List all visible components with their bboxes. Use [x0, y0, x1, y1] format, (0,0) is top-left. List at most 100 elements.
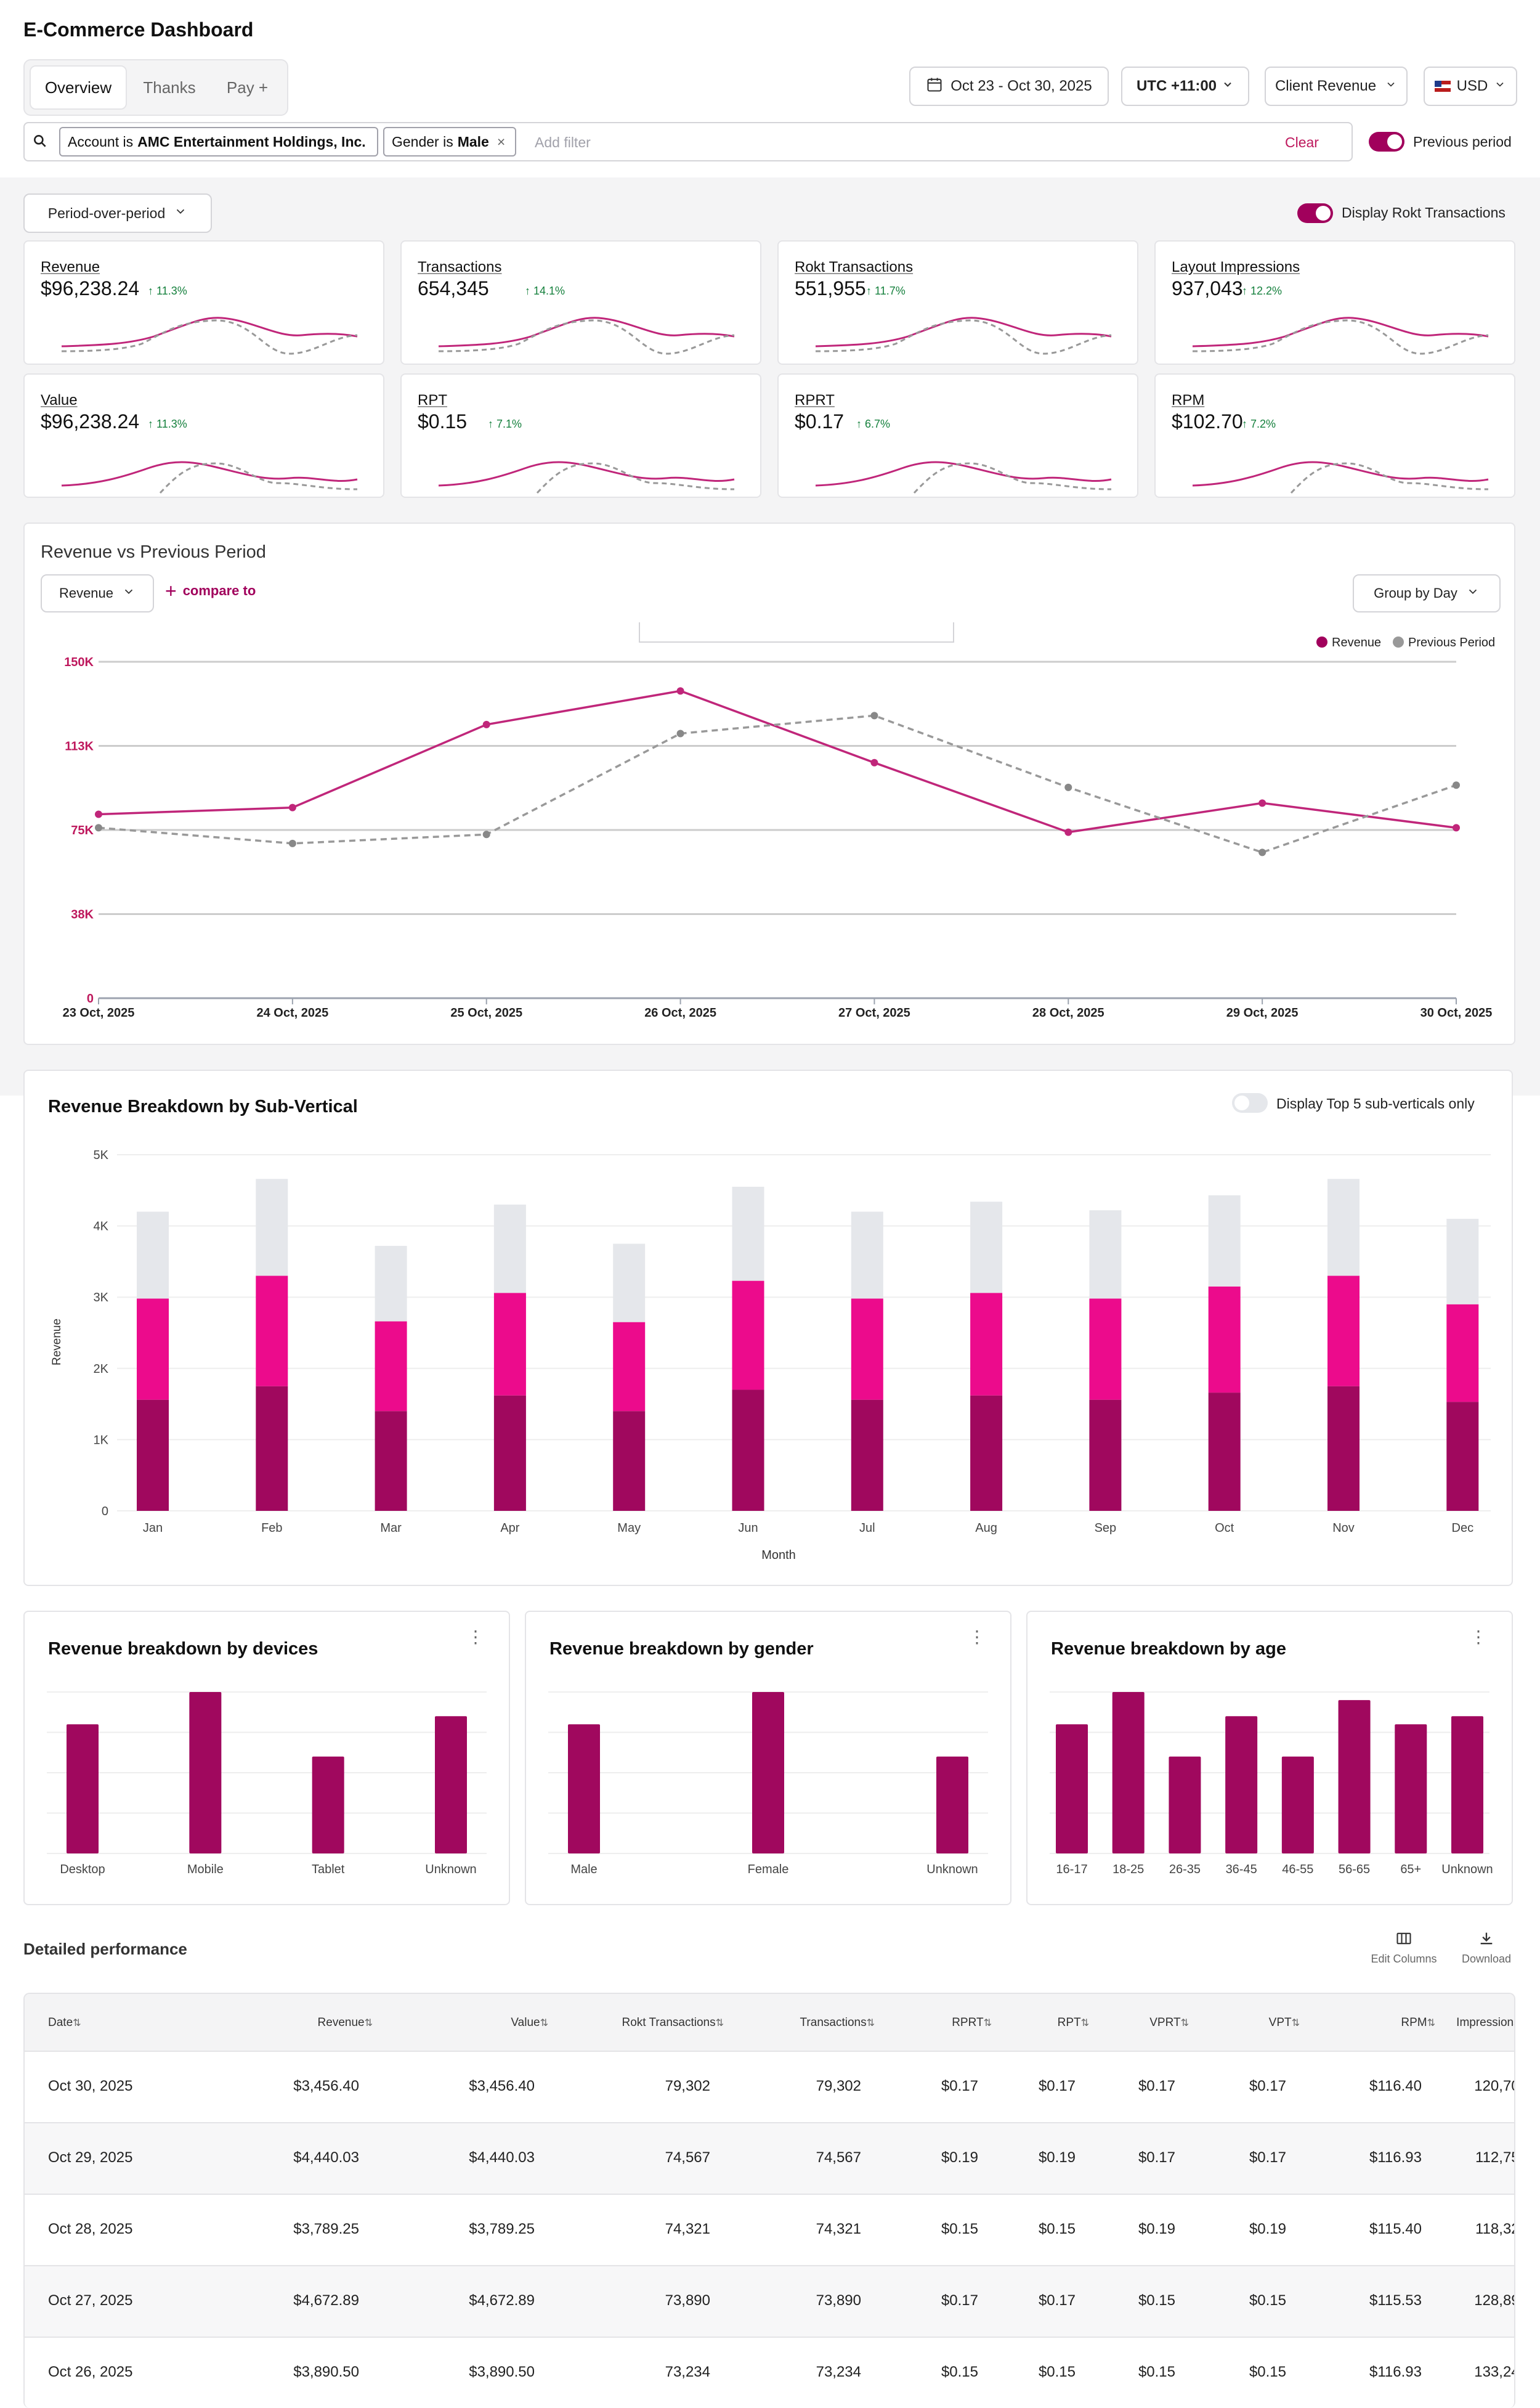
- column-header-rprt[interactable]: RPRT: [952, 1994, 992, 2052]
- kpi-value: $102.70: [1172, 410, 1243, 433]
- tab-overview[interactable]: Overview: [30, 65, 127, 110]
- kpi-delta: ↑ 7.1%: [488, 418, 522, 430]
- table-cell: $116.93: [1369, 2364, 1422, 2380]
- bar-segment: [613, 1411, 646, 1511]
- column-header-transactions[interactable]: Transactions: [800, 1994, 875, 2052]
- metric-select[interactable]: Client Revenue: [1265, 67, 1408, 106]
- kpi-card[interactable]: RPRT $0.17 ↑ 6.7%: [777, 373, 1138, 498]
- table-cell: $0.15: [1138, 2292, 1175, 2309]
- kpi-value: $0.15: [418, 410, 468, 433]
- column-header-date[interactable]: Date: [48, 1994, 81, 2052]
- x-tick-label: 36-45: [1226, 1863, 1257, 1876]
- kpi-value: 551,955: [795, 277, 866, 299]
- bar-segment: [137, 1211, 169, 1299]
- table-cell: $0.17: [941, 2292, 978, 2309]
- kpi-card[interactable]: Layout Impressions 937,043 ↑ 12.2%: [1154, 240, 1515, 365]
- display-rokt-toggle[interactable]: [1297, 203, 1333, 223]
- compare-to-button[interactable]: + compare to: [165, 580, 256, 602]
- table-row: Oct 29, 2025 $4,440.03 $4,440.03 74,567 74,5…: [25, 2123, 1514, 2195]
- top5-toggle[interactable]: [1232, 1093, 1268, 1113]
- filter-bar[interactable]: [23, 122, 1353, 161]
- add-filter-input[interactable]: Add filter: [535, 134, 591, 150]
- data-point: [1258, 799, 1266, 807]
- x-tick-label: 16-17: [1056, 1863, 1087, 1876]
- table-cell: $0.15: [1038, 2364, 1076, 2380]
- previous-period-toggle[interactable]: [1369, 132, 1404, 152]
- date-range-picker[interactable]: Oct 23 - Oct 30, 2025: [909, 67, 1109, 106]
- group-by-select[interactable]: Group by Day: [1353, 574, 1501, 612]
- table-cell: $0.15: [941, 2364, 978, 2380]
- kpi-value: $0.17: [795, 410, 845, 433]
- filter-chip-gender[interactable]: Gender is Male ×: [383, 127, 516, 157]
- small-chart-card: Revenue breakdown by devices ⋮: [23, 1611, 510, 1905]
- data-point: [95, 810, 102, 818]
- period-select[interactable]: Period-over-period: [23, 193, 212, 233]
- column-header-rpt[interactable]: RPT: [1058, 1994, 1089, 2052]
- x-tick-label: 65+: [1400, 1863, 1421, 1876]
- table-cell: 128,890: [1474, 2292, 1514, 2309]
- kpi-delta: ↑ 6.7%: [856, 418, 891, 430]
- filter-chip-account[interactable]: Account is AMC Entertainment Holdings, In…: [59, 127, 378, 157]
- bar-segment: [1446, 1304, 1479, 1402]
- bar: [752, 1692, 784, 1853]
- table-cell: 74,567: [816, 2149, 861, 2166]
- kpi-delta: ↑ 7.2%: [1242, 418, 1276, 430]
- sparkline: [61, 317, 358, 355]
- clear-filters-button[interactable]: Clear: [1285, 134, 1319, 150]
- table-cell: $0.19: [1138, 2221, 1175, 2237]
- top5-label: Display Top 5 sub-verticals only: [1276, 1096, 1475, 1112]
- kpi-card[interactable]: Value $96,238.24 ↑ 11.3%: [23, 373, 384, 498]
- metric-dropdown[interactable]: Revenue: [41, 574, 154, 612]
- timezone-select[interactable]: UTC +11:00: [1121, 67, 1249, 106]
- tab-thanks[interactable]: Thanks: [143, 78, 196, 97]
- kpi-delta: ↑ 11.7%: [866, 285, 906, 297]
- data-point: [1258, 848, 1266, 856]
- tab-pay[interactable]: Pay +: [226, 78, 269, 97]
- y-tick-label: 150K: [64, 656, 94, 669]
- table-cell: $3,456.40: [469, 2078, 535, 2094]
- x-tick-label: Nov: [1332, 1521, 1355, 1535]
- table-cell: $3,789.25: [469, 2221, 535, 2237]
- close-icon[interactable]: ×: [496, 133, 506, 150]
- x-tick-label: Jun: [738, 1521, 758, 1535]
- column-header-revenue[interactable]: Revenue: [318, 1994, 373, 2052]
- spark-current: [61, 461, 358, 487]
- bar-segment: [375, 1411, 407, 1511]
- kpi-card[interactable]: Transactions 654,345 ↑ 14.1%: [400, 240, 761, 365]
- column-header-value[interactable]: Value: [511, 1994, 548, 2052]
- data-point: [95, 824, 102, 832]
- x-tick-label: Desktop: [60, 1863, 105, 1876]
- kpi-card[interactable]: RPT $0.15 ↑ 7.1%: [400, 373, 761, 498]
- sparkline: [815, 317, 1112, 355]
- column-header-vprt[interactable]: VPRT: [1149, 1994, 1189, 2052]
- download-icon: [1453, 1930, 1520, 1950]
- data-point: [870, 759, 878, 767]
- bar-segment: [137, 1298, 169, 1400]
- y-tick-label: 113K: [65, 740, 94, 754]
- edit-columns-button[interactable]: Edit Columns: [1364, 1930, 1444, 1966]
- column-header-rpm[interactable]: RPM: [1401, 1994, 1435, 2052]
- y-tick-label: 4K: [94, 1220, 109, 1234]
- table-cell: $0.15: [941, 2221, 978, 2237]
- column-header-impressions[interactable]: Impressions: [1456, 1994, 1514, 2052]
- kpi-label: Rokt Transactions: [795, 259, 914, 275]
- data-point: [1453, 824, 1460, 832]
- bar-segment: [1446, 1219, 1479, 1304]
- kpi-card[interactable]: RPM $102.70 ↑ 7.2%: [1154, 373, 1515, 498]
- kpi-card[interactable]: Revenue $96,238.24 ↑ 11.3%: [23, 240, 384, 365]
- kpi-card[interactable]: Rokt Transactions 551,955 ↑ 11.7%: [777, 240, 1138, 365]
- y-tick-label: 5K: [94, 1149, 109, 1162]
- x-tick-label: 26-35: [1169, 1863, 1201, 1876]
- kpi-delta: ↑ 14.1%: [525, 285, 565, 297]
- x-tick-label: Feb: [261, 1521, 282, 1535]
- column-header-vpt[interactable]: VPT: [1269, 1994, 1300, 2052]
- bar-segment: [1089, 1210, 1122, 1299]
- currency-select[interactable]: USD: [1424, 67, 1517, 106]
- column-header-rokt-transactions[interactable]: Rokt Transactions: [622, 1994, 724, 2052]
- table-cell: $116.93: [1369, 2149, 1422, 2166]
- y-tick-label: 38K: [71, 908, 94, 922]
- columns-icon: [1364, 1930, 1444, 1950]
- download-button[interactable]: Download: [1453, 1930, 1520, 1966]
- x-tick-label: 26 Oct, 2025: [644, 1006, 716, 1020]
- bar: [67, 1724, 99, 1853]
